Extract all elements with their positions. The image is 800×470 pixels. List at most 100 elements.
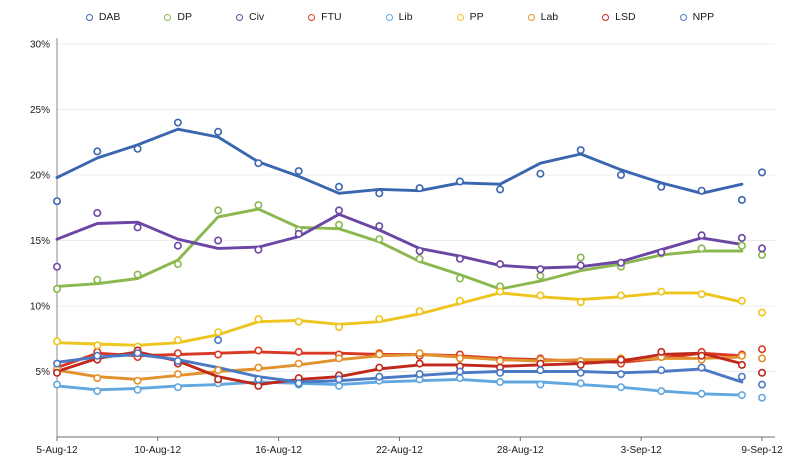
y-tick-label: 25% xyxy=(30,105,50,116)
series-dp-point xyxy=(455,274,464,283)
series-lsd-point xyxy=(214,375,223,384)
series-npp-point xyxy=(375,372,384,381)
series-dp-point xyxy=(52,284,61,293)
legend-item-ftu: FTU xyxy=(308,11,342,23)
series-lab-point xyxy=(496,356,505,365)
series-npp-point xyxy=(254,375,263,384)
series-pp-point xyxy=(93,341,102,350)
series-dp-point xyxy=(697,244,706,253)
series-dab-point xyxy=(133,144,142,153)
x-tick-label: 9-Sep-12 xyxy=(741,445,783,456)
series-dab-point xyxy=(496,185,505,194)
series-dp-point xyxy=(334,220,343,229)
series-dp-point xyxy=(375,235,384,244)
series-dab-point xyxy=(737,195,746,204)
legend-label: Lib xyxy=(398,11,413,23)
series-dp-point xyxy=(757,250,766,259)
series-pp-point xyxy=(496,287,505,296)
legend-label: NPP xyxy=(692,11,715,23)
series-civ-line xyxy=(55,212,744,270)
legend-item-civ: Civ xyxy=(236,11,264,23)
series-lab-point xyxy=(757,354,766,363)
series-pp-point xyxy=(737,296,746,305)
series-civ-point xyxy=(496,260,505,269)
series-pp-point xyxy=(576,298,585,307)
series-npp-point xyxy=(415,370,424,379)
series-dab-point xyxy=(657,182,666,191)
series-dab-point xyxy=(294,167,303,176)
series-dab-point xyxy=(52,197,61,206)
series-dab-line xyxy=(55,127,744,195)
series-lsd-point xyxy=(536,359,545,368)
series-lib-point xyxy=(737,391,746,400)
series-lab-point xyxy=(214,366,223,375)
series-lsd-point xyxy=(254,381,263,390)
series-ftu-point xyxy=(173,349,182,358)
y-tick-label: 10% xyxy=(30,302,50,313)
series-lsd-point xyxy=(697,351,706,360)
series-civ-point xyxy=(415,247,424,256)
x-tick-label: 28-Aug-12 xyxy=(497,445,544,456)
series-pp-point xyxy=(455,296,464,305)
series-pp-point xyxy=(334,322,343,331)
legend-label: Lab xyxy=(540,11,559,23)
series-ftu-point xyxy=(254,346,263,355)
series-npp-point xyxy=(737,372,746,381)
series-dab-point xyxy=(415,184,424,193)
series-lib-point xyxy=(496,377,505,386)
series-ftu-point xyxy=(294,347,303,356)
series-dab-point xyxy=(254,159,263,168)
legend-label: DP xyxy=(177,11,192,23)
series-ftu-point xyxy=(757,345,766,354)
series-pp-point xyxy=(757,308,766,317)
legend-circle-icon xyxy=(385,13,393,21)
y-tick-label: 30% xyxy=(30,40,50,51)
series-civ-point xyxy=(616,258,625,267)
series-dp-point xyxy=(536,271,545,280)
series-pp-point xyxy=(616,291,625,300)
series-lsd-point xyxy=(616,355,625,364)
series-lab-point xyxy=(375,350,384,359)
series-dab-point xyxy=(214,127,223,136)
series-pp-line xyxy=(55,291,744,347)
series-npp-point xyxy=(133,349,142,358)
series-pp-point xyxy=(254,315,263,324)
legend-item-pp: PP xyxy=(456,11,484,23)
series-npp-point xyxy=(294,379,303,388)
series-npp-point xyxy=(697,363,706,372)
series-dab-point xyxy=(576,146,585,155)
series-civ-point xyxy=(657,248,666,257)
series-civ-point xyxy=(757,244,766,253)
series-npp-point xyxy=(214,336,223,345)
series-pp-point xyxy=(375,315,384,324)
series-lsd-point xyxy=(375,363,384,372)
series-npp-point xyxy=(93,351,102,360)
series-lib-line xyxy=(55,377,744,397)
legend-circle-icon xyxy=(602,13,610,21)
legend-circle-icon xyxy=(164,13,172,21)
series-lib-point xyxy=(93,387,102,396)
series-pp-point xyxy=(214,328,223,337)
legend-circle-icon xyxy=(308,13,316,21)
legend-circle-icon xyxy=(456,13,464,21)
series-dab-point xyxy=(455,177,464,186)
series-lab-point xyxy=(173,370,182,379)
series-dab-point xyxy=(697,186,706,195)
series-lsd-point xyxy=(415,359,424,368)
series-npp-point xyxy=(657,366,666,375)
series-lib-point xyxy=(576,379,585,388)
series-dab-point xyxy=(616,171,625,180)
series-lab-point xyxy=(133,376,142,385)
legend-label: LSD xyxy=(615,11,636,23)
legend-circle-icon xyxy=(679,13,687,21)
series-npp-point xyxy=(334,375,343,384)
series-dab-point xyxy=(334,182,343,191)
series-civ-point xyxy=(334,206,343,215)
legend-circle-icon xyxy=(527,13,535,21)
series-lib-point xyxy=(52,380,61,389)
series-dp-point xyxy=(737,241,746,250)
series-lab-point xyxy=(415,349,424,358)
series-npp-point xyxy=(173,356,182,365)
series-dp-line xyxy=(55,207,744,291)
